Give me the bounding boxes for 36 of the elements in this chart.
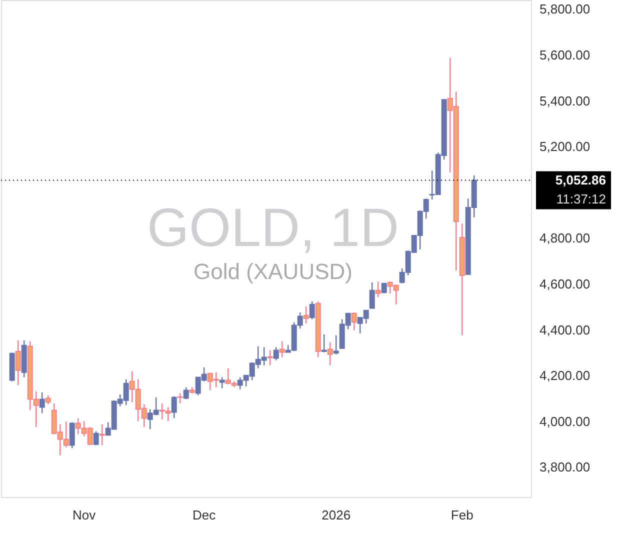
candlestick <box>381 282 387 294</box>
y-tick-label: 4,200.00 <box>540 368 590 384</box>
y-tick-label: 4,600.00 <box>540 276 590 292</box>
candlestick <box>177 392 183 404</box>
candlestick <box>309 300 315 320</box>
candlestick <box>303 306 309 324</box>
candlestick <box>93 430 99 446</box>
candlestick <box>171 396 177 419</box>
x-tick-label: 2026 <box>322 508 351 522</box>
candlestick <box>321 334 327 353</box>
ref-line-label: 5,052.86 <box>555 172 606 188</box>
x-tick-label: Feb <box>450 508 474 522</box>
candlestick <box>219 376 225 389</box>
candlestick <box>99 424 105 446</box>
candlestick <box>327 342 333 366</box>
x-tick-label: Dec <box>192 508 216 522</box>
y-tick-label: 5,200.00 <box>540 139 590 154</box>
candlestick <box>369 282 375 309</box>
candlestick <box>279 340 285 358</box>
y-tick-label: 4,400.00 <box>540 322 590 338</box>
y-tick-label: 5,800.00 <box>540 2 590 17</box>
candlestick <box>39 392 45 414</box>
candlestick <box>273 346 279 361</box>
x-tick-label: Nov <box>72 508 96 522</box>
candlestick <box>375 280 381 298</box>
y-tick-label: 3,800.00 <box>540 460 590 475</box>
candlestick <box>333 334 339 355</box>
text: Gold (XAUUSD) <box>194 259 352 284</box>
y-tick-label: 4,000.00 <box>540 414 590 429</box>
y-tick-label: 5,400.00 <box>540 93 590 108</box>
candlestick <box>15 340 21 386</box>
text: 11:37:12 <box>556 191 606 206</box>
y-tick-label: 5,600.00 <box>540 47 590 62</box>
candlestick <box>69 422 75 449</box>
candlestick <box>351 312 357 331</box>
y-tick-label: 4,800.00 <box>540 230 590 246</box>
